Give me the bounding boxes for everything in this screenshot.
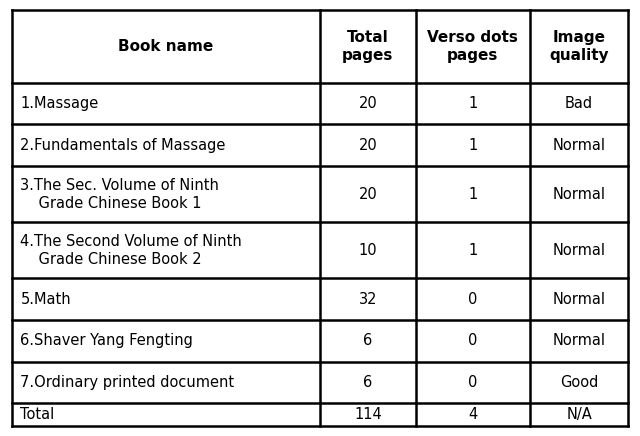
Text: Good: Good [560, 375, 598, 390]
Text: Total: Total [20, 408, 55, 422]
Text: 1.Massage: 1.Massage [20, 96, 99, 111]
Text: 4.The Second Volume of Ninth
    Grade Chinese Book 2: 4.The Second Volume of Ninth Grade Chine… [20, 234, 242, 267]
Text: 1: 1 [468, 243, 477, 258]
Text: 20: 20 [358, 137, 377, 153]
Text: 0: 0 [468, 334, 477, 348]
Text: 0: 0 [468, 375, 477, 390]
Text: Image
quality: Image quality [549, 30, 609, 62]
Text: Normal: Normal [552, 292, 605, 307]
Text: Bad: Bad [565, 96, 593, 111]
Text: Book name: Book name [118, 38, 213, 54]
Text: 6: 6 [363, 334, 372, 348]
Text: 32: 32 [358, 292, 377, 307]
Text: Normal: Normal [552, 243, 605, 258]
Text: Normal: Normal [552, 137, 605, 153]
Text: 10: 10 [358, 243, 377, 258]
Text: 6.Shaver Yang Fengting: 6.Shaver Yang Fengting [20, 334, 193, 348]
Text: 2.Fundamentals of Massage: 2.Fundamentals of Massage [20, 137, 226, 153]
Text: Normal: Normal [552, 187, 605, 201]
Text: 1: 1 [468, 137, 477, 153]
Text: 114: 114 [354, 408, 381, 422]
Text: 5.Math: 5.Math [20, 292, 71, 307]
Text: 20: 20 [358, 96, 377, 111]
Text: 1: 1 [468, 96, 477, 111]
Text: Verso dots
pages: Verso dots pages [428, 30, 518, 62]
Text: 20: 20 [358, 187, 377, 201]
Text: 6: 6 [363, 375, 372, 390]
Text: 3.The Sec. Volume of Ninth
    Grade Chinese Book 1: 3.The Sec. Volume of Ninth Grade Chinese… [20, 177, 220, 211]
Text: N/A: N/A [566, 408, 592, 422]
Text: Total
pages: Total pages [342, 30, 394, 62]
Text: Normal: Normal [552, 334, 605, 348]
Text: 7.Ordinary printed document: 7.Ordinary printed document [20, 375, 235, 390]
Text: 0: 0 [468, 292, 477, 307]
Text: 1: 1 [468, 187, 477, 201]
Text: 4: 4 [468, 408, 477, 422]
